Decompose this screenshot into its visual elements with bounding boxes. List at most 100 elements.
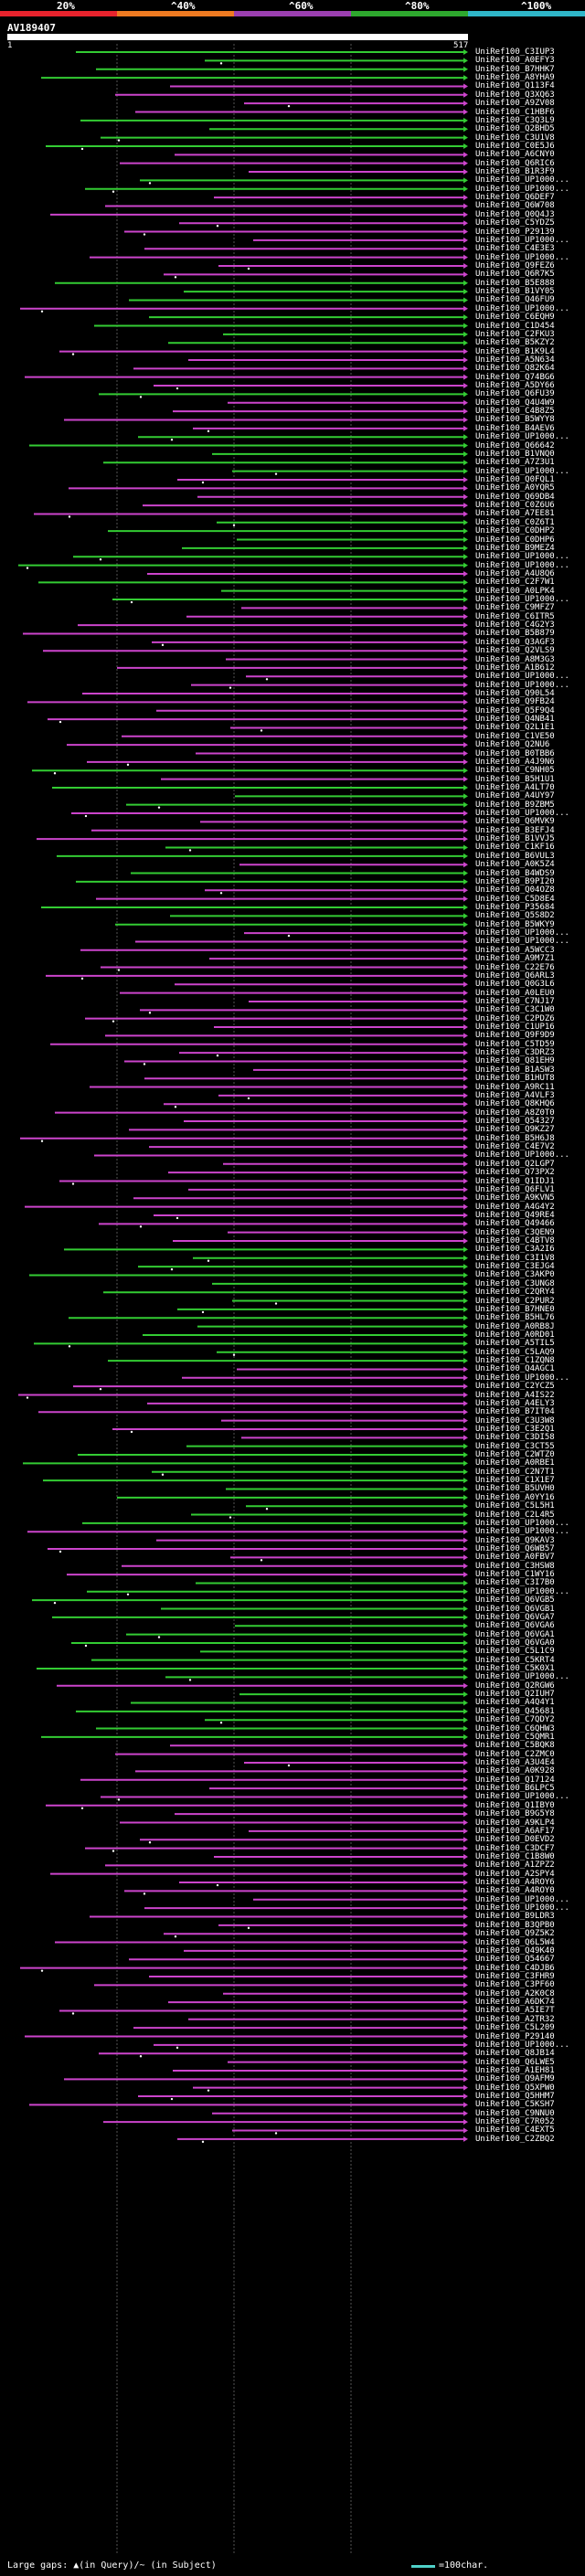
hit-label[interactable]: UniRef100_C5YDZ5 bbox=[475, 218, 555, 228]
hit-label[interactable]: UniRef100_Q49RE4 bbox=[475, 1210, 555, 1220]
hit-label[interactable]: UniRef100_D0EVD2 bbox=[475, 1835, 555, 1845]
hit-label[interactable]: UniRef100_Q0Q4J3 bbox=[475, 209, 555, 219]
hit-label[interactable]: UniRef100_B9G5Y8 bbox=[475, 1809, 555, 1819]
hit-label[interactable]: UniRef100_Q17124 bbox=[475, 1775, 555, 1785]
hit-label[interactable]: UniRef100_A8M3G3 bbox=[475, 654, 555, 664]
hit-label[interactable]: UniRef100_Q6DEF7 bbox=[475, 193, 555, 203]
hit-label[interactable]: UniRef100_A4Q4Y1 bbox=[475, 1698, 555, 1708]
hit-label[interactable]: UniRef100_C3C1W0 bbox=[475, 1005, 555, 1015]
hit-label[interactable]: UniRef100_C1VE50 bbox=[475, 731, 555, 741]
hit-label[interactable]: UniRef100_C2QRY4 bbox=[475, 1288, 555, 1298]
hit-label[interactable]: UniRef100_UP1000... bbox=[475, 928, 569, 938]
hit-label[interactable]: UniRef100_Q4AGC1 bbox=[475, 1364, 555, 1374]
hit-label[interactable]: UniRef100_P29139 bbox=[475, 227, 555, 237]
hit-label[interactable]: UniRef100_C5L1C9 bbox=[475, 1647, 555, 1657]
hit-label[interactable]: UniRef100_B3QPB0 bbox=[475, 1920, 555, 1930]
hit-label[interactable]: UniRef100_A2K0C8 bbox=[475, 1988, 555, 1998]
hit-label[interactable]: UniRef100_C4DJB6 bbox=[475, 1963, 555, 1973]
hit-label[interactable]: UniRef100_C5L209 bbox=[475, 2023, 555, 2033]
hit-label[interactable]: UniRef100_C2ZMC0 bbox=[475, 1749, 555, 1759]
hit-label[interactable]: UniRef100_C3I1V8 bbox=[475, 1253, 555, 1263]
hit-label[interactable]: UniRef100_C6QHW3 bbox=[475, 1723, 555, 1733]
hit-label[interactable]: UniRef100_C3E2Q1 bbox=[475, 1424, 555, 1434]
hit-label[interactable]: UniRef100_Q2BHD5 bbox=[475, 124, 555, 134]
hit-label[interactable]: UniRef100_Q6VGB5 bbox=[475, 1595, 555, 1606]
hit-label[interactable]: UniRef100_C3PF60 bbox=[475, 1980, 555, 1990]
hit-label[interactable]: UniRef100_Q3AGF3 bbox=[475, 637, 555, 647]
hit-label[interactable]: UniRef100_A5IE7T bbox=[475, 2006, 555, 2016]
hit-label[interactable]: UniRef100_UP1000... bbox=[475, 1586, 569, 1596]
hit-label[interactable]: UniRef100_A0LEU0 bbox=[475, 988, 555, 998]
hit-label[interactable]: UniRef100_Q6VGA6 bbox=[475, 1621, 555, 1631]
hit-label[interactable]: UniRef100_C1UP16 bbox=[475, 1023, 555, 1033]
hit-label[interactable]: UniRef100_Q6MVK9 bbox=[475, 817, 555, 827]
hit-label[interactable]: UniRef100_B5KZY2 bbox=[475, 338, 555, 348]
hit-label[interactable]: UniRef100_A7Z3U1 bbox=[475, 458, 555, 468]
hit-label[interactable]: UniRef100_Q113F4 bbox=[475, 81, 555, 91]
hit-label[interactable]: UniRef100_B1HUT8 bbox=[475, 1074, 555, 1084]
hit-label[interactable]: UniRef100_UP1000... bbox=[475, 809, 569, 819]
hit-label[interactable]: UniRef100_A6AF17 bbox=[475, 1826, 555, 1836]
hit-label[interactable]: UniRef100_C5BQK8 bbox=[475, 1741, 555, 1751]
hit-label[interactable]: UniRef100_C2L4R5 bbox=[475, 1510, 555, 1520]
hit-label[interactable]: UniRef100_C5K0X1 bbox=[475, 1664, 555, 1674]
hit-label[interactable]: UniRef100_C2YCZ5 bbox=[475, 1382, 555, 1392]
hit-label[interactable]: UniRef100_B9PI20 bbox=[475, 876, 555, 886]
hit-label[interactable]: UniRef100_Q6LWE5 bbox=[475, 2057, 555, 2067]
hit-label[interactable]: UniRef100_B5B879 bbox=[475, 629, 555, 639]
hit-label[interactable]: UniRef100_Q45681 bbox=[475, 1706, 555, 1716]
hit-label[interactable]: UniRef100_C9NNU0 bbox=[475, 2108, 555, 2118]
hit-label[interactable]: UniRef100_C3UNG8 bbox=[475, 1278, 555, 1288]
hit-label[interactable]: UniRef100_Q82K64 bbox=[475, 364, 555, 374]
hit-label[interactable]: UniRef100_Q49466 bbox=[475, 1219, 555, 1229]
hit-label[interactable]: UniRef100_A6CNY0 bbox=[475, 150, 555, 160]
hit-label[interactable]: UniRef100_Q2NU6 bbox=[475, 740, 550, 750]
hit-label[interactable]: UniRef100_C2F7W1 bbox=[475, 578, 555, 588]
hit-label[interactable]: UniRef100_B7IT04 bbox=[475, 1407, 555, 1417]
hit-label[interactable]: UniRef100_C1D454 bbox=[475, 321, 555, 331]
hit-label[interactable]: UniRef100_A5WCC3 bbox=[475, 945, 555, 955]
hit-label[interactable]: UniRef100_UP1000... bbox=[475, 184, 569, 194]
hit-label[interactable]: UniRef100_C2WTZ0 bbox=[475, 1450, 555, 1460]
hit-label[interactable]: UniRef100_C0E5J6 bbox=[475, 141, 555, 151]
hit-label[interactable]: UniRef100_Q6L5W4 bbox=[475, 1937, 555, 1947]
hit-label[interactable]: UniRef100_A0RB8J bbox=[475, 1321, 555, 1331]
hit-label[interactable]: UniRef100_C3U3W8 bbox=[475, 1415, 555, 1426]
hit-label[interactable]: UniRef100_A9ZV08 bbox=[475, 99, 555, 109]
hit-label[interactable]: UniRef100_Q6VGB1 bbox=[475, 1604, 555, 1614]
hit-label[interactable]: UniRef100_C9MFZ7 bbox=[475, 603, 555, 613]
hit-label[interactable]: UniRef100_B5H1U1 bbox=[475, 774, 555, 784]
hit-label[interactable]: UniRef100_C1WY16 bbox=[475, 1570, 555, 1580]
hit-label[interactable]: UniRef100_Q5HHM7 bbox=[475, 2092, 555, 2102]
hit-label[interactable]: UniRef100_UP1000... bbox=[475, 1792, 569, 1802]
hit-label[interactable]: UniRef100_Q0G3L6 bbox=[475, 980, 555, 990]
hit-label[interactable]: UniRef100_UP1000... bbox=[475, 175, 569, 186]
hit-label[interactable]: UniRef100_UP1000... bbox=[475, 680, 569, 690]
hit-label[interactable]: UniRef100_A5TIL5 bbox=[475, 1339, 555, 1349]
hit-label[interactable]: UniRef100_UP1000... bbox=[475, 432, 569, 442]
hit-label[interactable]: UniRef100_A2SPY4 bbox=[475, 1869, 555, 1879]
hit-label[interactable]: UniRef100_A4LT70 bbox=[475, 782, 555, 792]
hit-label[interactable]: UniRef100_UP1000... bbox=[475, 1903, 569, 1913]
hit-label[interactable]: UniRef100_Q4U4W9 bbox=[475, 398, 555, 408]
hit-label[interactable]: UniRef100_B0TBB6 bbox=[475, 748, 555, 758]
hit-label[interactable]: UniRef100_Q46FU9 bbox=[475, 295, 555, 305]
hit-label[interactable]: UniRef100_B5WKY9 bbox=[475, 919, 555, 929]
hit-label[interactable]: UniRef100_B4AEV6 bbox=[475, 423, 555, 433]
hit-label[interactable]: UniRef100_C3FHR9 bbox=[475, 1972, 555, 1981]
hit-label[interactable]: UniRef100_C0DHP2 bbox=[475, 526, 555, 536]
hit-label[interactable]: UniRef100_A0K5Z4 bbox=[475, 860, 555, 870]
hit-label[interactable]: UniRef100_C1KF16 bbox=[475, 843, 555, 853]
hit-label[interactable]: UniRef100_C3IUP3 bbox=[475, 48, 555, 57]
hit-label[interactable]: UniRef100_Q5F9Q4 bbox=[475, 705, 555, 716]
hit-label[interactable]: UniRef100_C2ZBQ2 bbox=[475, 2134, 555, 2144]
hit-label[interactable]: UniRef100_A8YHA9 bbox=[475, 73, 555, 83]
hit-label[interactable]: UniRef100_B3EFJ4 bbox=[475, 825, 555, 835]
hit-label[interactable]: UniRef100_B9MEZ4 bbox=[475, 543, 555, 553]
hit-label[interactable]: UniRef100_UP1000... bbox=[475, 466, 569, 476]
hit-label[interactable]: UniRef100_C5LAQ9 bbox=[475, 1347, 555, 1357]
hit-label[interactable]: UniRef100_C5D8E4 bbox=[475, 894, 555, 904]
hit-label[interactable]: UniRef100_C1X1E7 bbox=[475, 1476, 555, 1486]
hit-label[interactable]: UniRef100_B7HNE0 bbox=[475, 1304, 555, 1314]
hit-label[interactable]: UniRef100_C3DCF7 bbox=[475, 1843, 555, 1853]
